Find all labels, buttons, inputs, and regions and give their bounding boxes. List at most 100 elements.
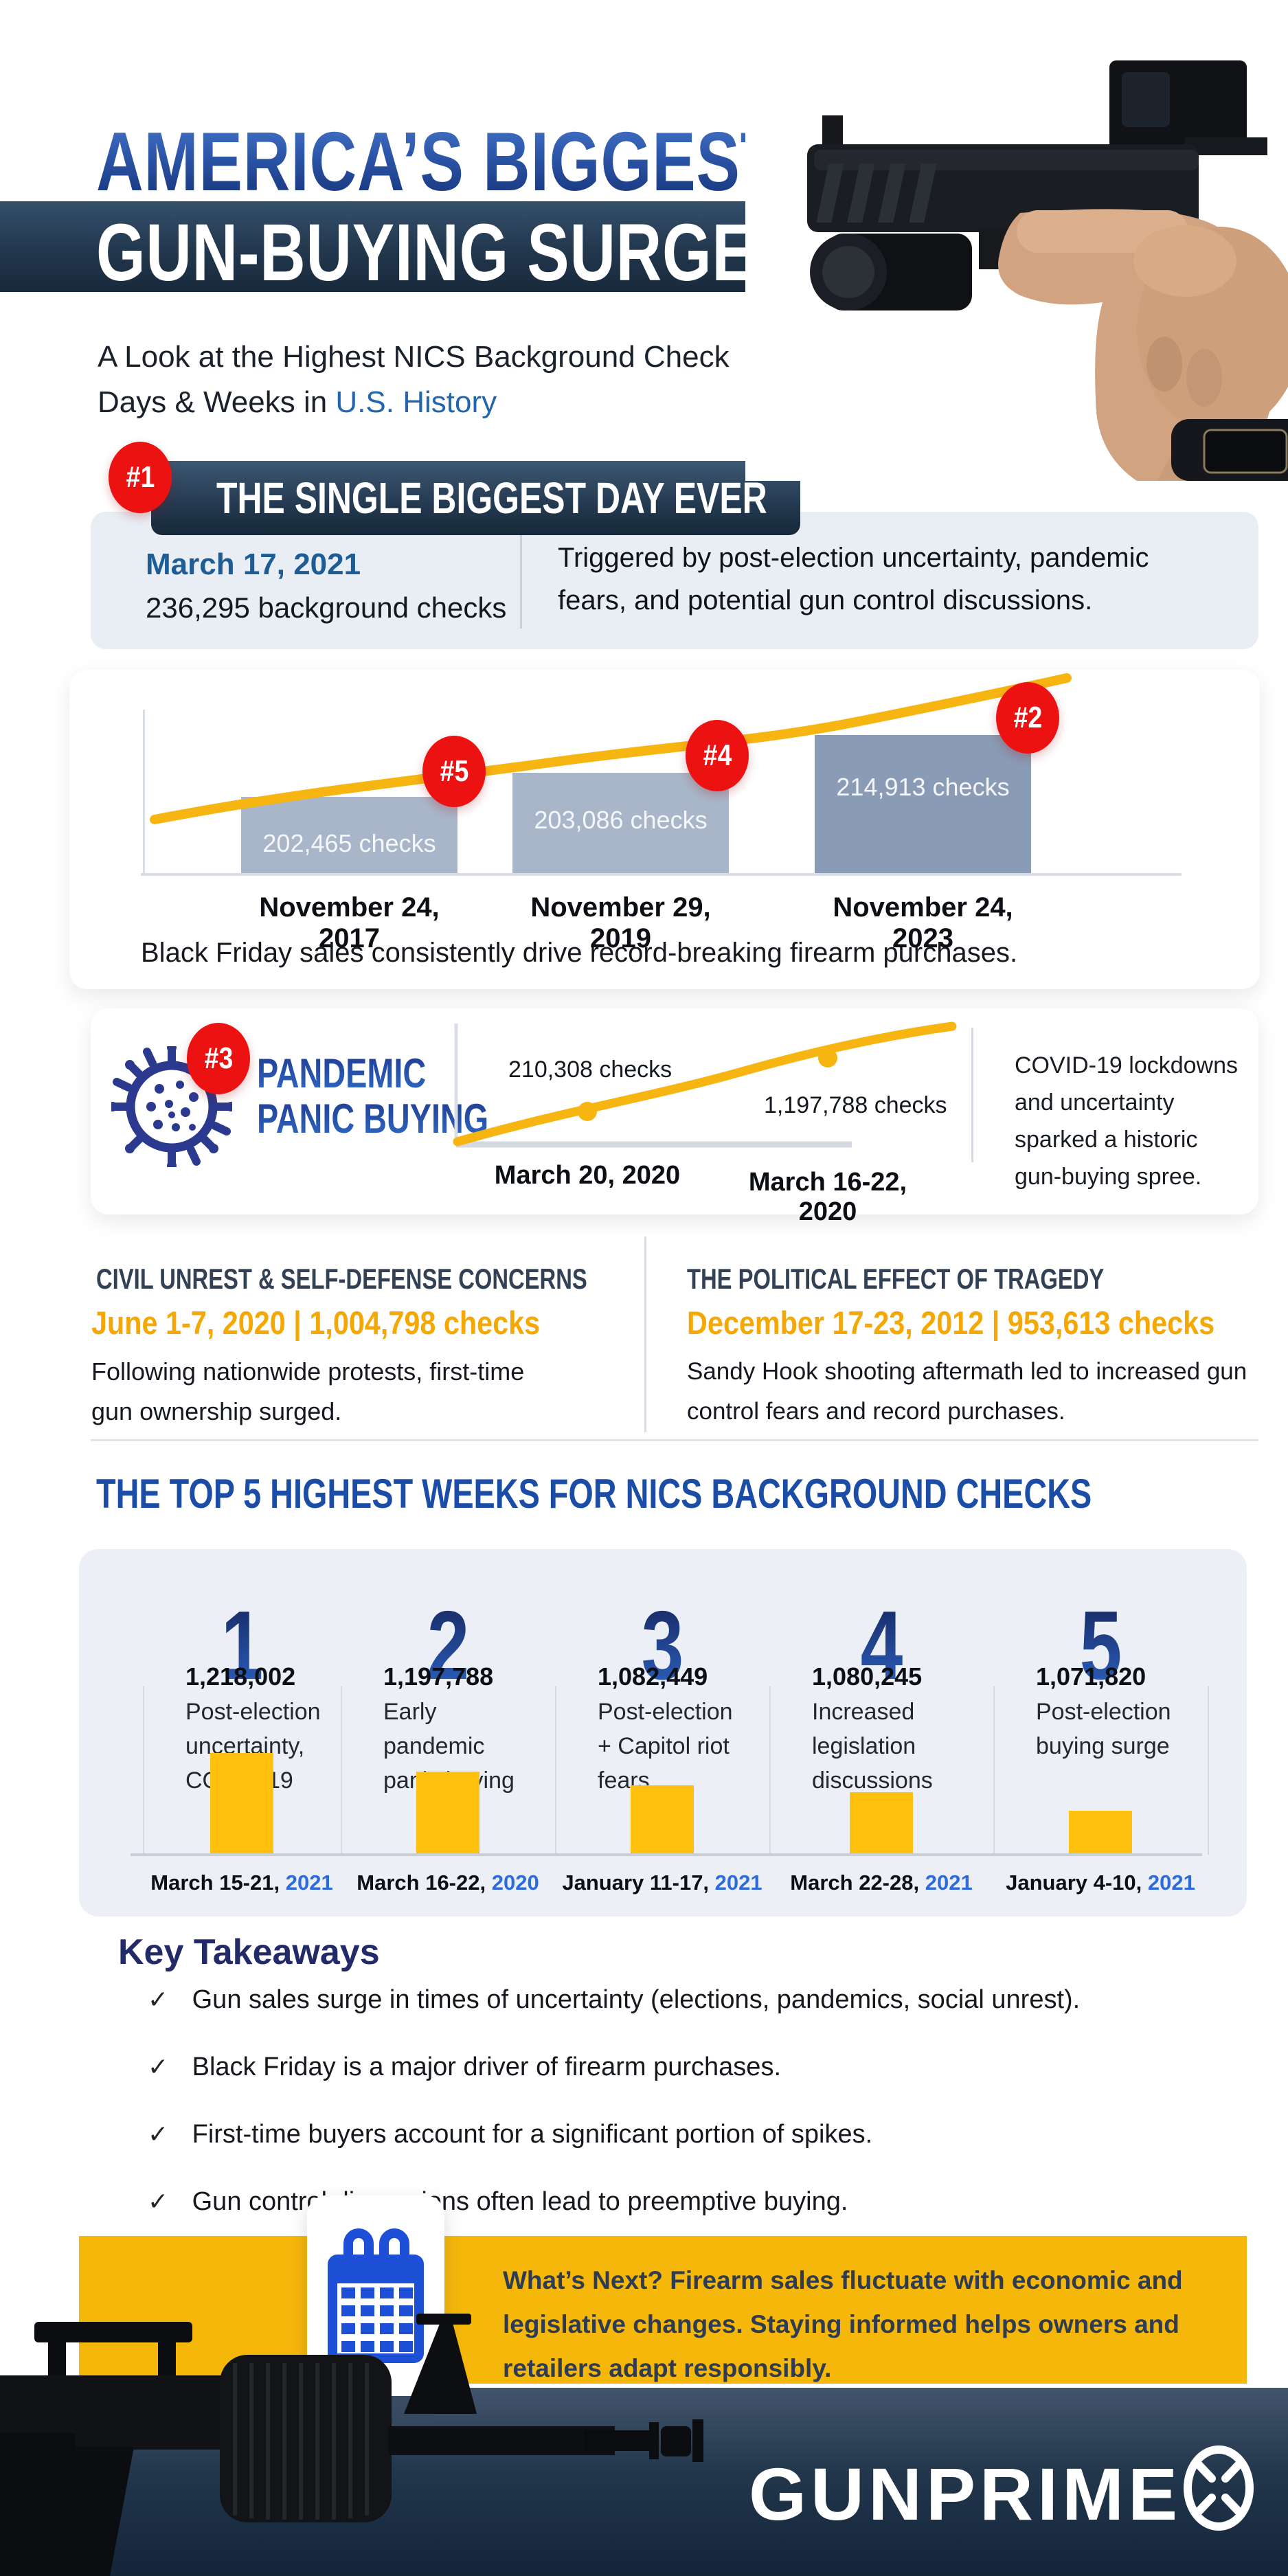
event-left-title: CIVIL UNREST & SELF-DEFENSE CONCERNS — [96, 1263, 587, 1295]
pandemic-description: COVID-19 lockdowns and uncertainty spark… — [1015, 1052, 1239, 1190]
top5-desc-3: Post-election + Capitol riot fears — [598, 1699, 733, 1794]
event-left-body: Following nationwide protests, first-tim… — [91, 1357, 525, 1425]
pistol-photo — [745, 7, 1288, 481]
check-icon: ✓ — [148, 2187, 169, 2215]
top5-divider — [1208, 1686, 1209, 1855]
section1-date: March 17, 2021 — [146, 547, 361, 581]
bf-bar-2017: 202,465 checks — [241, 797, 457, 873]
top5-desc-4: Increased legislation discussions — [812, 1699, 933, 1794]
top5-divider — [769, 1686, 771, 1855]
top5-divider — [555, 1686, 556, 1855]
pandemic-card: #3 PANDEMIC PANIC BUYING 210,308 checks … — [91, 1008, 1258, 1226]
takeaway-item-4: ✓ Gun control discussions often lead to … — [148, 2187, 848, 2216]
check-icon: ✓ — [148, 2120, 169, 2148]
brand-mark-icon — [1184, 2445, 1254, 2531]
pandemic-line-chart — [453, 1021, 957, 1148]
top5-rank-2: 2 — [427, 1591, 469, 1700]
subtitle-highlight: U.S. History — [335, 385, 497, 419]
events-divider — [644, 1236, 646, 1432]
top5-axis — [131, 1853, 1202, 1856]
pandemic-point2-label: 1,197,788 checks — [764, 1092, 947, 1118]
top5-card: 1 2 3 4 5 1,218,002 1,197,788 1,082,449 … — [79, 1549, 1247, 1917]
top5-rank-4: 4 — [860, 1591, 903, 1700]
bf-date-2023: November 24, 2023 — [833, 892, 1013, 953]
section1-stat: 236,295 background checks — [146, 591, 507, 624]
subtitle-line2: Days & Weeks in U.S. History — [98, 385, 497, 419]
rank-badge-1: #1 — [109, 442, 172, 513]
top5-date-1: March 15-21, 2021 — [150, 1871, 333, 1895]
brand-name: GUNPRIME — [749, 2452, 1182, 2535]
top5-date-3: January 11-17, 2021 — [562, 1871, 762, 1895]
top5-date-4: March 22-28, 2021 — [790, 1871, 973, 1895]
page-title-line1: AMERICA’S BIGGEST — [96, 115, 781, 208]
event-right-highlight: December 17-23, 2012 | 953,613 checks — [687, 1304, 1215, 1341]
rank-badge-3: #3 — [187, 1023, 250, 1094]
bf-trend-line — [150, 673, 1072, 824]
subtitle-line1: A Look at the Highest NICS Background Ch… — [98, 340, 730, 374]
section1-banner: THE SINGLE BIGGEST DAY EVER — [151, 461, 800, 535]
bf-axis-y — [143, 710, 145, 874]
title-band — [0, 201, 783, 292]
top5-date-2: March 16-22, 2020 — [357, 1871, 539, 1895]
top5-rank-3: 3 — [641, 1591, 683, 1700]
bf-bar-2023-label: 214,913 checks — [836, 773, 1010, 801]
page-title-line2: GUN-BUYING SURGES — [96, 207, 798, 298]
calendar-icon — [328, 2228, 424, 2363]
section1-divider — [520, 532, 522, 629]
top5-value-2: 1,197,788 — [383, 1662, 494, 1691]
top5-bar-1 — [210, 1753, 273, 1853]
bf-date-2017: November 24, 2017 — [259, 892, 440, 953]
event-right-title: THE POLITICAL EFFECT OF TRAGEDY — [687, 1263, 1105, 1295]
pandemic-divider — [971, 1028, 973, 1162]
hand — [998, 209, 1288, 481]
top5-divider — [341, 1686, 342, 1855]
pandemic-date-2: March 16-22, 2020 — [748, 1168, 907, 1226]
bf-bar-2017-label: 202,465 checks — [262, 829, 436, 857]
bf-caption: Black Friday sales consistently drive re… — [141, 938, 1018, 968]
pandemic-date-1: March 20, 2020 — [494, 1161, 681, 1190]
top5-value-4: 1,080,245 — [812, 1662, 923, 1691]
takeaway-item-2: ✓ Black Friday is a major driver of fire… — [148, 2053, 781, 2081]
top5-date-5: January 4-10, 2021 — [1006, 1871, 1195, 1895]
takeaway-item-1: ✓ Gun sales surge in times of uncertaint… — [148, 1985, 1081, 2014]
virus-icon — [111, 1046, 232, 1167]
top5-divider — [993, 1686, 995, 1855]
brand-logo: GUNPRIME — [749, 2451, 1182, 2537]
bf-bar-2019: 203,086 checks — [512, 773, 729, 873]
whats-next-text: What’s Next? Firearm sales fluctuate wit… — [503, 2266, 1183, 2382]
top5-divider — [143, 1686, 144, 1855]
top5-bar-2 — [416, 1772, 479, 1853]
top5-heading: THE TOP 5 HIGHEST WEEKS FOR NICS BACKGRO… — [96, 1471, 1092, 1517]
top5-value-5: 1,071,820 — [1036, 1662, 1146, 1691]
takeaways-heading: Key Takeaways — [118, 1932, 380, 1972]
top5-desc-5: Post-election buying surge — [1036, 1699, 1171, 1759]
pandemic-title: PANDEMIC PANIC BUYING — [257, 1050, 489, 1142]
top5-bar-5 — [1069, 1811, 1132, 1853]
top5-rank-1: 1 — [221, 1591, 263, 1700]
section1-banner-title: THE SINGLE BIGGEST DAY EVER — [216, 473, 767, 523]
check-icon: ✓ — [148, 2053, 169, 2081]
bf-date-2019: November 29, 2019 — [530, 892, 711, 953]
rank-badge-4: #4 — [686, 720, 749, 791]
check-icon: ✓ — [148, 1985, 169, 2013]
rank-badge-5: #5 — [422, 736, 486, 807]
top5-rank-5: 5 — [1079, 1591, 1122, 1700]
event-left-highlight: June 1-7, 2020 | 1,004,798 checks — [91, 1304, 541, 1341]
pandemic-point-2 — [818, 1048, 837, 1067]
takeaway-item-3: ✓ First-time buyers account for a signif… — [148, 2120, 873, 2149]
pandemic-point1-label: 210,308 checks — [508, 1057, 673, 1083]
rank-badge-2: #2 — [996, 682, 1059, 754]
top5-bar-4 — [850, 1792, 913, 1853]
subtitle: A Look at the Highest NICS Background Ch… — [98, 335, 784, 425]
top5-value-3: 1,082,449 — [598, 1662, 708, 1691]
section1-description: Triggered by post-election uncertainty, … — [558, 543, 1149, 615]
pandemic-point-1 — [578, 1102, 597, 1121]
bf-bar-2023: 214,913 checks — [815, 735, 1031, 873]
bf-bar-2019-label: 203,086 checks — [534, 806, 708, 834]
black-friday-card: 202,465 checks 203,086 checks 214,913 ch… — [69, 670, 1260, 989]
top5-value-1: 1,218,002 — [185, 1662, 296, 1691]
event-right-body: Sandy Hook shooting aftermath led to inc… — [687, 1358, 1247, 1425]
events-bottom-rule — [91, 1439, 1258, 1441]
bf-axis-x — [141, 873, 1182, 876]
